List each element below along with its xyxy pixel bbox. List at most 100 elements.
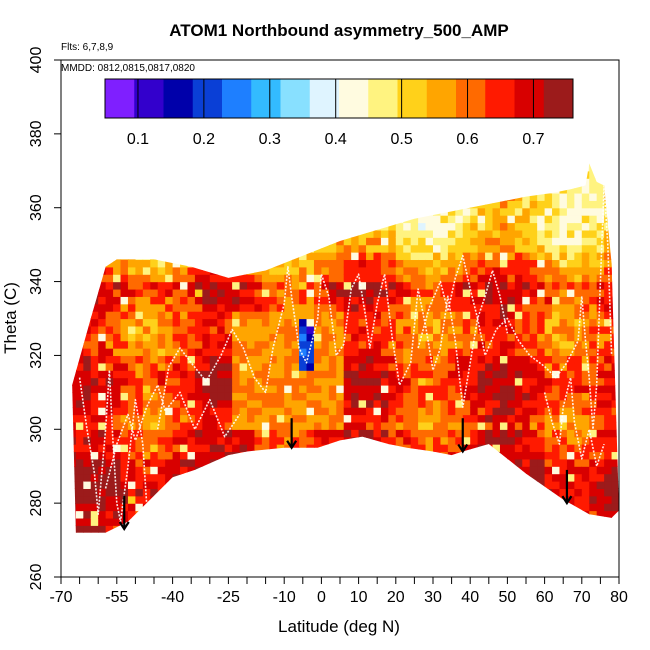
heatmap-cell: [142, 399, 151, 408]
heatmap-cell: [83, 377, 92, 386]
heatmap-cell: [455, 281, 464, 290]
heatmap-cell: [611, 444, 619, 453]
heatmap-cell: [202, 421, 211, 430]
heatmap-cell: [507, 237, 516, 246]
heatmap-cell: [113, 163, 122, 172]
heatmap-cell: [566, 333, 575, 342]
heatmap-cell: [135, 370, 144, 379]
heatmap-cell: [299, 333, 308, 342]
heatmap-cell: [209, 414, 218, 423]
heatmap-cell: [566, 215, 575, 224]
heatmap-cell: [477, 399, 486, 408]
heatmap-cell: [470, 266, 479, 275]
heatmap-cell: [217, 222, 226, 231]
heatmap-cell: [224, 200, 233, 209]
heatmap-cell: [83, 399, 92, 408]
heatmap-cell: [574, 281, 583, 290]
heatmap-cell: [113, 451, 122, 460]
heatmap-cell: [581, 259, 590, 268]
heatmap-cell: [589, 178, 598, 187]
heatmap-cell: [447, 362, 456, 371]
heatmap-cell: [299, 244, 308, 253]
heatmap-cell: [165, 480, 174, 489]
heatmap-cell: [284, 362, 293, 371]
heatmap-cell: [209, 163, 218, 172]
heatmap-cell: [254, 421, 263, 430]
heatmap-cell: [373, 303, 382, 312]
heatmap-cell: [239, 399, 248, 408]
heatmap-cell: [470, 377, 479, 386]
heatmap-cell: [180, 178, 189, 187]
heatmap-cell: [552, 192, 561, 201]
heatmap-cell: [172, 458, 181, 467]
heatmap-cell: [120, 222, 129, 231]
heatmap-cell: [247, 229, 256, 238]
heatmap-cell: [157, 311, 166, 320]
heatmap-cell: [291, 303, 300, 312]
heatmap-cell: [462, 178, 471, 187]
heatmap-cell: [589, 466, 598, 475]
heatmap-cell: [366, 281, 375, 290]
heatmap-cell: [566, 451, 575, 460]
heatmap-cell: [514, 480, 523, 489]
heatmap-cell: [328, 192, 337, 201]
heatmap-cell: [75, 192, 84, 201]
heatmap-cell: [425, 340, 434, 349]
heatmap-cell: [425, 429, 434, 438]
heatmap-cell: [98, 325, 107, 334]
heatmap-cell: [306, 392, 315, 401]
heatmap-cell: [276, 414, 285, 423]
heatmap-cell: [113, 533, 121, 541]
heatmap-cell: [269, 237, 278, 246]
heatmap-cell: [373, 222, 382, 231]
heatmap-cell: [194, 215, 203, 224]
heatmap-cell: [425, 436, 434, 445]
heatmap-cell: [403, 288, 412, 297]
heatmap-cell: [261, 259, 270, 268]
heatmap-cell: [358, 510, 367, 519]
colorbar-tick-label: 0.2: [193, 131, 215, 148]
heatmap-cell: [72, 252, 77, 261]
heatmap-cell: [403, 222, 412, 231]
heatmap-cell: [202, 178, 211, 187]
heatmap-cell: [210, 533, 218, 541]
heatmap-cell: [604, 384, 613, 393]
heatmap-cell: [187, 192, 196, 201]
heatmap-cell: [254, 429, 263, 438]
heatmap-cell: [589, 281, 598, 290]
heatmap-cell: [254, 533, 262, 541]
heatmap-cell: [113, 458, 122, 467]
heatmap-cell: [291, 355, 300, 364]
heatmap-cell: [284, 222, 293, 231]
heatmap-cell: [447, 466, 456, 475]
heatmap-cell: [589, 355, 598, 364]
heatmap-cell: [403, 377, 412, 386]
heatmap-cell: [336, 466, 345, 475]
heatmap-cell: [366, 207, 375, 216]
heatmap-cell: [194, 296, 203, 305]
heatmap-cell: [566, 458, 575, 467]
heatmap-cell: [403, 370, 412, 379]
heatmap-cell: [499, 421, 508, 430]
heatmap-cell: [120, 466, 129, 475]
heatmap-cell: [544, 288, 553, 297]
heatmap-cell: [380, 377, 389, 386]
heatmap-cell: [172, 163, 181, 172]
heatmap-cell: [142, 458, 151, 467]
heatmap-cell: [224, 444, 233, 453]
heatmap-cell: [596, 207, 605, 216]
heatmap-cell: [492, 525, 501, 533]
heatmap-cell: [544, 237, 553, 246]
heatmap-cell: [604, 178, 613, 187]
heatmap-cell: [388, 495, 397, 504]
heatmap-cell: [284, 503, 293, 512]
heatmap-cell: [604, 288, 613, 297]
heatmap-cell: [529, 421, 538, 430]
heatmap-cell: [507, 399, 516, 408]
heatmap-cell: [425, 377, 434, 386]
heatmap-cell: [336, 503, 345, 512]
heatmap-cell: [180, 252, 189, 261]
heatmap-cell: [410, 222, 419, 231]
heatmap-cell: [98, 311, 107, 320]
heatmap-cell: [596, 488, 605, 497]
